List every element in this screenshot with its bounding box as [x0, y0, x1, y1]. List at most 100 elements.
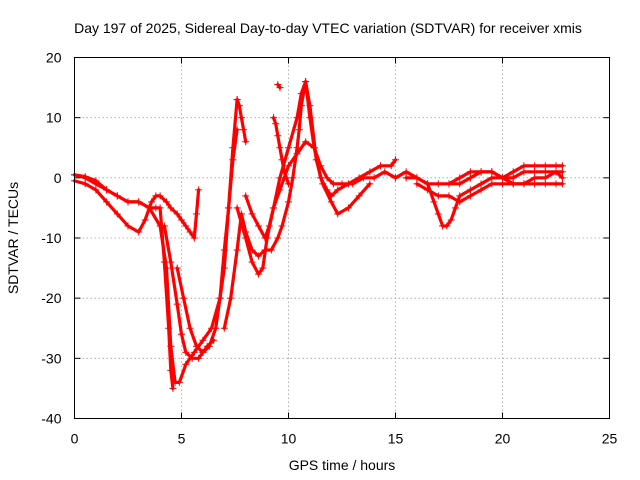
data-point: [488, 180, 496, 188]
data-point: [203, 342, 211, 350]
data-point: [344, 204, 352, 212]
data-point: [178, 216, 185, 224]
data-point: [175, 378, 183, 386]
data-point: [355, 192, 363, 200]
series: [274, 81, 284, 92]
series-trace: [235, 79, 372, 276]
data-point: [280, 168, 288, 176]
data-point: [402, 174, 410, 182]
data-point: [186, 228, 194, 236]
data-point: [272, 120, 280, 128]
data-point: [270, 114, 278, 122]
data-point: [278, 156, 286, 164]
data-point: [509, 174, 517, 182]
data-point: [248, 258, 256, 266]
data-point: [289, 174, 297, 182]
data-point: [488, 168, 496, 176]
data-point: [447, 216, 455, 224]
data-point: [216, 294, 224, 302]
data-point: [167, 258, 175, 266]
chart-title: Day 197 of 2025, Sidereal Day-to-day VTE…: [74, 20, 582, 36]
data-point: [306, 102, 314, 110]
data-point: [235, 102, 243, 110]
data-point: [270, 204, 278, 212]
data-point: [182, 222, 190, 230]
data-point: [274, 234, 282, 242]
data-point: [541, 174, 549, 182]
data-point: [466, 174, 474, 182]
data-point: [169, 384, 177, 392]
data-point: [334, 186, 342, 194]
data-point: [402, 168, 410, 176]
y-tick-label: 20: [46, 50, 62, 66]
data-point: [167, 366, 175, 374]
data-point: [424, 180, 432, 188]
data-point: [293, 114, 301, 122]
data-point: [81, 174, 89, 182]
data-point: [349, 180, 357, 188]
data-point: [92, 180, 100, 188]
data-point: [278, 222, 286, 230]
data-point: [499, 174, 506, 182]
data-point: [434, 192, 442, 200]
data-point: [509, 180, 517, 188]
data-point: [148, 198, 156, 206]
data-point: [293, 150, 301, 158]
data-point: [195, 354, 203, 362]
data-point: [103, 186, 111, 194]
data-point: [456, 180, 464, 188]
data-point: [323, 174, 331, 182]
x-tick-label: 5: [178, 431, 186, 447]
data-point: [113, 210, 121, 218]
data-point: [124, 222, 132, 230]
data-point: [173, 264, 181, 272]
data-point: [274, 132, 282, 140]
data-point: [199, 348, 207, 356]
data-point: [334, 210, 342, 218]
data-point: [255, 270, 263, 278]
data-point: [520, 168, 528, 176]
x-axis-label: GPS time / hours: [289, 457, 396, 473]
series: [160, 222, 218, 362]
data-point: [261, 234, 269, 242]
axis-ticks: [74, 57, 610, 419]
data-point: [488, 174, 496, 182]
data-point: [531, 168, 539, 176]
series: [233, 96, 250, 146]
data-point: [293, 144, 301, 152]
data-point: [182, 360, 190, 368]
data-point: [192, 210, 200, 218]
data-point: [267, 246, 275, 254]
data-point: [366, 168, 374, 176]
data-point: [220, 246, 228, 254]
data-point: [227, 294, 235, 302]
data-point: [233, 126, 241, 134]
data-point: [242, 192, 250, 200]
data-point: [160, 222, 168, 230]
data-point: [276, 174, 284, 182]
data-point: [156, 204, 164, 212]
data-point: [156, 192, 164, 200]
x-tick-label: 15: [388, 431, 404, 447]
x-tick-label: 20: [495, 431, 511, 447]
data-point: [188, 354, 196, 362]
data-point: [255, 222, 263, 230]
data-point: [531, 162, 539, 170]
data-point: [163, 198, 171, 206]
data-point: [477, 186, 485, 194]
data-point: [387, 162, 395, 170]
data-point: [242, 138, 250, 146]
y-tick-label: 10: [46, 110, 62, 126]
data-point: [381, 168, 389, 176]
data-point: [192, 342, 200, 350]
data-point: [451, 204, 459, 212]
data-point: [237, 114, 245, 122]
data-point: [124, 198, 132, 206]
series: [413, 168, 566, 206]
series: [270, 114, 292, 188]
data-point: [240, 126, 248, 134]
data-point: [317, 162, 325, 170]
data-point: [413, 180, 421, 188]
data-point: [430, 198, 438, 206]
data-point: [359, 174, 367, 182]
